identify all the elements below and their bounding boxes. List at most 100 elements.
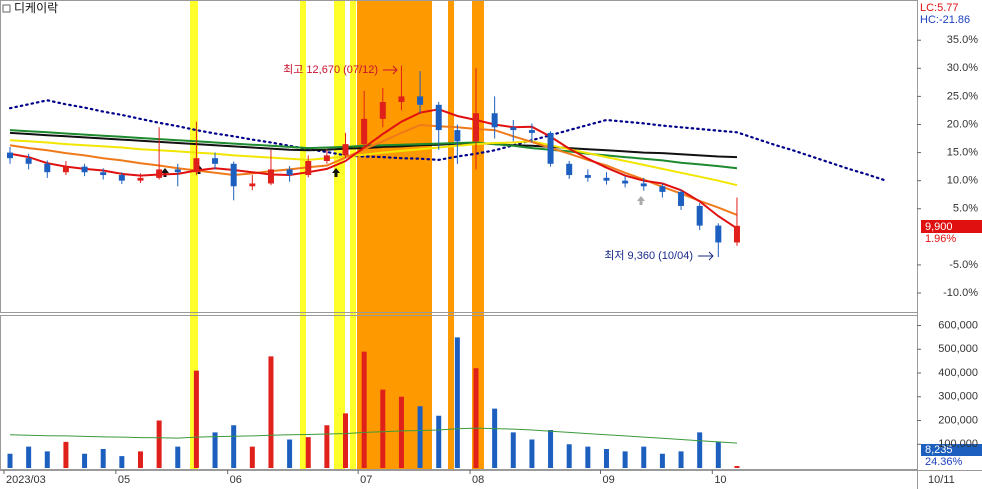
low-annotation: 최저 9,360 (10/04) [604, 249, 693, 262]
candle-body [118, 175, 125, 181]
candle-body [733, 225, 740, 243]
title-checkbox[interactable] [2, 4, 11, 13]
volume-bar [287, 439, 293, 468]
volume-bar [231, 425, 237, 468]
volume-bar [7, 453, 13, 468]
x-tick-label: 2023/03 [6, 474, 46, 486]
candle-body [137, 177, 144, 181]
ma-line [9, 139, 738, 187]
volume-bar [548, 430, 554, 468]
price-tag [921, 220, 982, 233]
ma-line [9, 108, 738, 230]
x-tick-label: 07 [360, 474, 372, 486]
signal-arrow [637, 196, 645, 205]
high-annotation: 최고 12,670 (07/12) [283, 63, 378, 76]
candle-body [510, 127, 517, 131]
last-change: 1.96% [925, 233, 956, 245]
volume-bar [119, 456, 125, 468]
volume-bar [715, 441, 721, 468]
candle-body [212, 158, 219, 164]
x-tick-label: 10 [714, 474, 726, 486]
candle-body [528, 130, 535, 133]
volume-tick-label: 600,000 [938, 319, 978, 331]
candle-body [678, 191, 685, 206]
x-tick-label: 05 [118, 474, 130, 486]
low-arrow [698, 251, 714, 261]
volume-bar [212, 432, 218, 468]
volume-bar [156, 420, 162, 468]
volume-bar [137, 451, 143, 468]
y-tick-label: 5.0% [953, 203, 978, 215]
signal-band [448, 1, 454, 469]
volume-bar [566, 444, 572, 468]
candle-body [715, 225, 722, 243]
volume-bar [510, 432, 516, 468]
signal-band [300, 1, 306, 469]
x-tick-label: 06 [230, 474, 242, 486]
volume-tick-label: 300,000 [938, 391, 978, 403]
last-volume: 8,235 [925, 444, 953, 456]
volume-tick-label: 100,000 [938, 438, 978, 450]
volume-ma-line [9, 427, 738, 444]
candle-body [659, 186, 666, 192]
candle-body [584, 175, 591, 178]
candle-body [547, 132, 554, 164]
candle-body [81, 166, 88, 173]
ma-line [8, 99, 888, 182]
volume-bar [734, 466, 740, 468]
candle-body [435, 104, 442, 131]
candle-body [342, 144, 349, 156]
ma-line [9, 123, 738, 216]
y-tick-label: -5.0% [949, 259, 978, 271]
candle-body [696, 205, 703, 226]
candle-body [7, 152, 13, 159]
volume-tick-label: 500,000 [938, 343, 978, 355]
hc-label: HC:-21.86 [920, 14, 970, 26]
volume-bar [268, 356, 274, 468]
signal-band [334, 1, 345, 469]
volume-bar [44, 451, 50, 468]
signal-band [190, 1, 198, 469]
signal-band [357, 1, 432, 469]
high-arrow [383, 65, 398, 75]
y-tick-label: 30.0% [947, 62, 978, 74]
candle-body [491, 113, 498, 128]
volume-bar [175, 446, 181, 468]
candle-body [417, 96, 424, 105]
volume-bar [249, 446, 255, 468]
volume-bar [100, 449, 106, 468]
volume-bar [380, 389, 386, 468]
candle-body [622, 180, 629, 184]
x-tick-label: 08 [472, 474, 484, 486]
volume-bar [324, 425, 330, 468]
y-tick-label: -10.0% [943, 287, 978, 299]
current-date: 10/11 [928, 474, 955, 486]
candle-body [44, 163, 51, 173]
volume-bar [343, 413, 349, 468]
ma-line [9, 131, 738, 159]
volume-tick-label: 400,000 [938, 367, 978, 379]
volume-bar [193, 370, 199, 468]
volume-bar [361, 351, 367, 468]
volume-change: 24.36% [925, 456, 963, 468]
chart-title: 디케이락 [14, 1, 58, 15]
y-tick-label: 15.0% [947, 146, 978, 158]
candle-body [62, 166, 69, 173]
buy-arrow [332, 168, 340, 177]
candle-body [566, 163, 573, 176]
candle-body [323, 155, 330, 161]
volume-bar [82, 453, 88, 468]
candle-body [305, 160, 312, 176]
y-tick-label: 10.0% [947, 175, 978, 187]
y-tick-label: 20.0% [947, 118, 978, 130]
volume-bar [678, 451, 684, 468]
y-tick-label: 25.0% [947, 90, 978, 102]
volume-bar [454, 337, 460, 468]
volume-bar [659, 453, 665, 468]
candle-body [379, 102, 386, 119]
volume-tag [921, 444, 982, 456]
volume-bar [417, 406, 423, 468]
candle-body [249, 183, 256, 187]
volume-bar [436, 415, 442, 468]
